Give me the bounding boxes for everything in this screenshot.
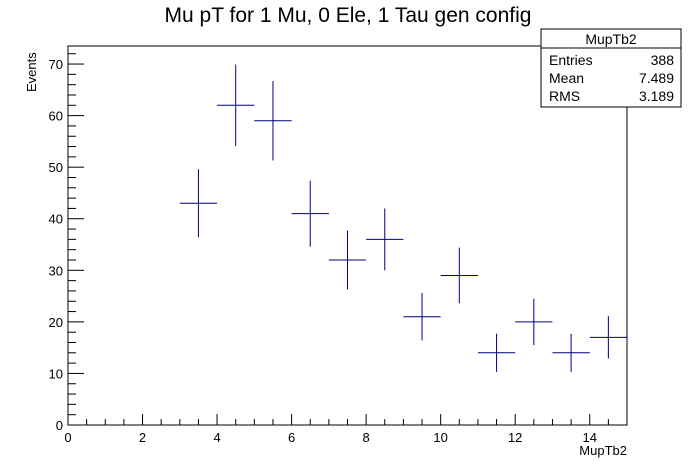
axis-ticks: 0 2 4 6 8 10 12 14 0 10 20 30 40 50 60 70 (49, 53, 628, 445)
x-tick-label: 12 (508, 430, 522, 445)
data-points (179, 64, 627, 372)
stats-mean-value: 7.489 (639, 70, 674, 86)
stats-box-title: MupTb2 (585, 31, 637, 47)
y-tick-label: 40 (49, 212, 63, 227)
y-tick-label: 50 (49, 160, 63, 175)
data-point (477, 333, 516, 372)
stats-rms-label: RMS (549, 88, 580, 104)
y-tick-label: 60 (49, 109, 63, 124)
data-point (403, 292, 441, 341)
data-point (515, 298, 553, 346)
data-point (366, 208, 404, 271)
data-point (440, 247, 478, 304)
y-tick-label: 10 (49, 366, 63, 381)
data-point (328, 230, 367, 290)
stats-entries-value: 388 (651, 52, 675, 68)
x-tick-label: 4 (213, 430, 220, 445)
y-tick-label: 0 (56, 418, 63, 433)
stats-box-frame (540, 28, 682, 108)
x-axis-label: MupTb2 (579, 443, 627, 458)
data-point (254, 81, 292, 161)
data-point (217, 64, 255, 147)
x-tick-label: 0 (64, 430, 71, 445)
x-tick-label: 8 (363, 430, 370, 445)
y-tick-label: 20 (49, 315, 63, 330)
stats-entries-label: Entries (549, 52, 593, 68)
stats-mean-label: Mean (549, 70, 584, 86)
y-axis-label: Events (24, 52, 39, 92)
y-tick-label: 30 (49, 263, 63, 278)
data-point (552, 333, 590, 372)
x-tick-label: 14 (582, 430, 596, 445)
stats-box: MupTb2 Entries 388 Mean 7.489 RMS 3.189 (540, 28, 682, 108)
x-tick-label: 6 (288, 430, 295, 445)
x-tick-label: 10 (433, 430, 447, 445)
data-point (589, 316, 627, 359)
stats-rms-value: 3.189 (639, 88, 674, 104)
x-tick-label: 2 (139, 430, 146, 445)
data-point (291, 180, 329, 247)
data-point (179, 169, 218, 238)
chart-title: Mu pT for 1 Mu, 0 Ele, 1 Tau gen config (165, 4, 532, 27)
y-tick-label: 70 (49, 57, 63, 72)
